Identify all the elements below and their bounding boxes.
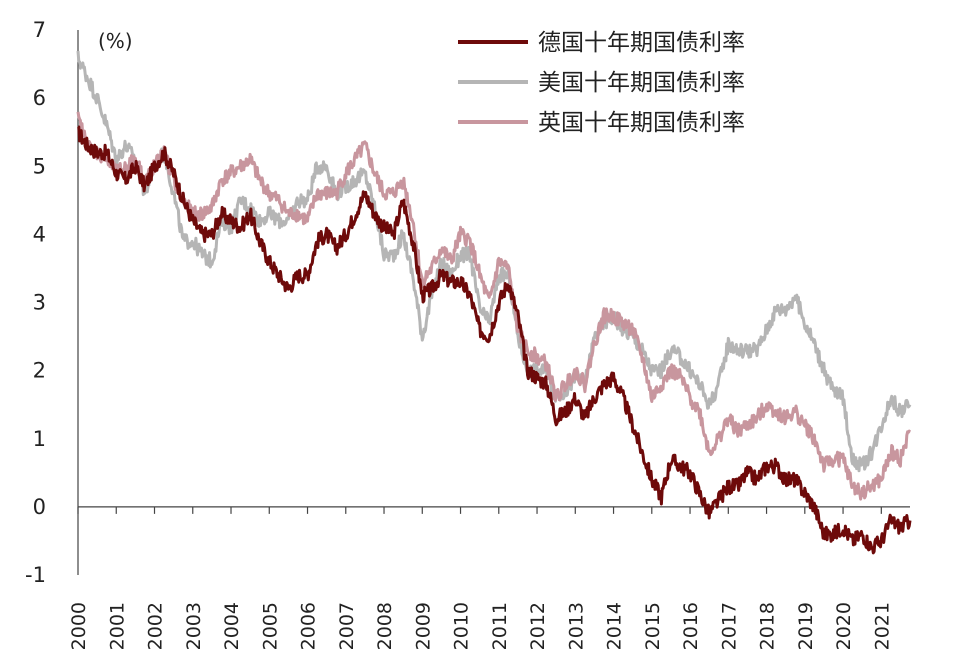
x-tick-label: 2015 (642, 602, 664, 650)
x-tick-label: 2007 (336, 602, 358, 650)
legend-label: 德国十年期国债利率 (538, 30, 745, 56)
x-tick-label: 2003 (183, 602, 205, 650)
y-tick-label: -1 (25, 563, 46, 587)
y-tick-label: 7 (33, 18, 46, 42)
series-line-2 (76, 111, 912, 501)
x-tick-label: 2011 (489, 602, 511, 650)
x-tick-label: 2006 (298, 602, 320, 650)
y-axis: 7 6 5 4 3 2 1 0 -1 (25, 18, 79, 587)
x-tick-label: 2002 (145, 602, 167, 650)
series-layer (76, 50, 912, 555)
x-tick-label: 2013 (565, 602, 587, 650)
y-tick-label: 2 (33, 359, 46, 383)
x-tick-label: 2009 (412, 602, 434, 650)
x-tick-label: 2018 (757, 602, 779, 650)
y-tick-label: 4 (33, 222, 46, 246)
series-line-0 (77, 125, 912, 555)
y-tick-label: 0 (33, 495, 46, 519)
y-tick-label: 6 (33, 86, 46, 110)
x-axis: 2000 2001 2002 2003 2004 2005 2006 2007 2008 2009… (68, 506, 910, 650)
x-tick-label: 2004 (221, 602, 243, 650)
y-tick-label: 5 (33, 154, 46, 178)
y-tick-label: 3 (33, 291, 46, 315)
x-tick-label: 2020 (833, 602, 855, 650)
legend-label: 英国十年期国债利率 (538, 110, 745, 136)
legend-label: 美国十年期国债利率 (538, 70, 745, 96)
x-tick-label: 2019 (795, 602, 817, 650)
series-line-1 (76, 50, 912, 473)
x-tick-label: 2010 (451, 602, 473, 650)
y-tick-label: 1 (33, 427, 46, 451)
x-tick-label: 2001 (106, 602, 128, 650)
x-tick-label: 2005 (259, 602, 281, 650)
x-tick-label: 2012 (527, 602, 549, 650)
x-tick-label: 2021 (871, 602, 893, 650)
x-tick-label: 2016 (680, 602, 702, 650)
y-unit-label: (%) (98, 29, 133, 53)
x-tick-label: 2014 (604, 602, 626, 650)
x-tick-label: 2017 (718, 602, 740, 650)
x-tick-label: 2000 (68, 602, 90, 650)
x-tick-label: 2008 (374, 602, 396, 650)
